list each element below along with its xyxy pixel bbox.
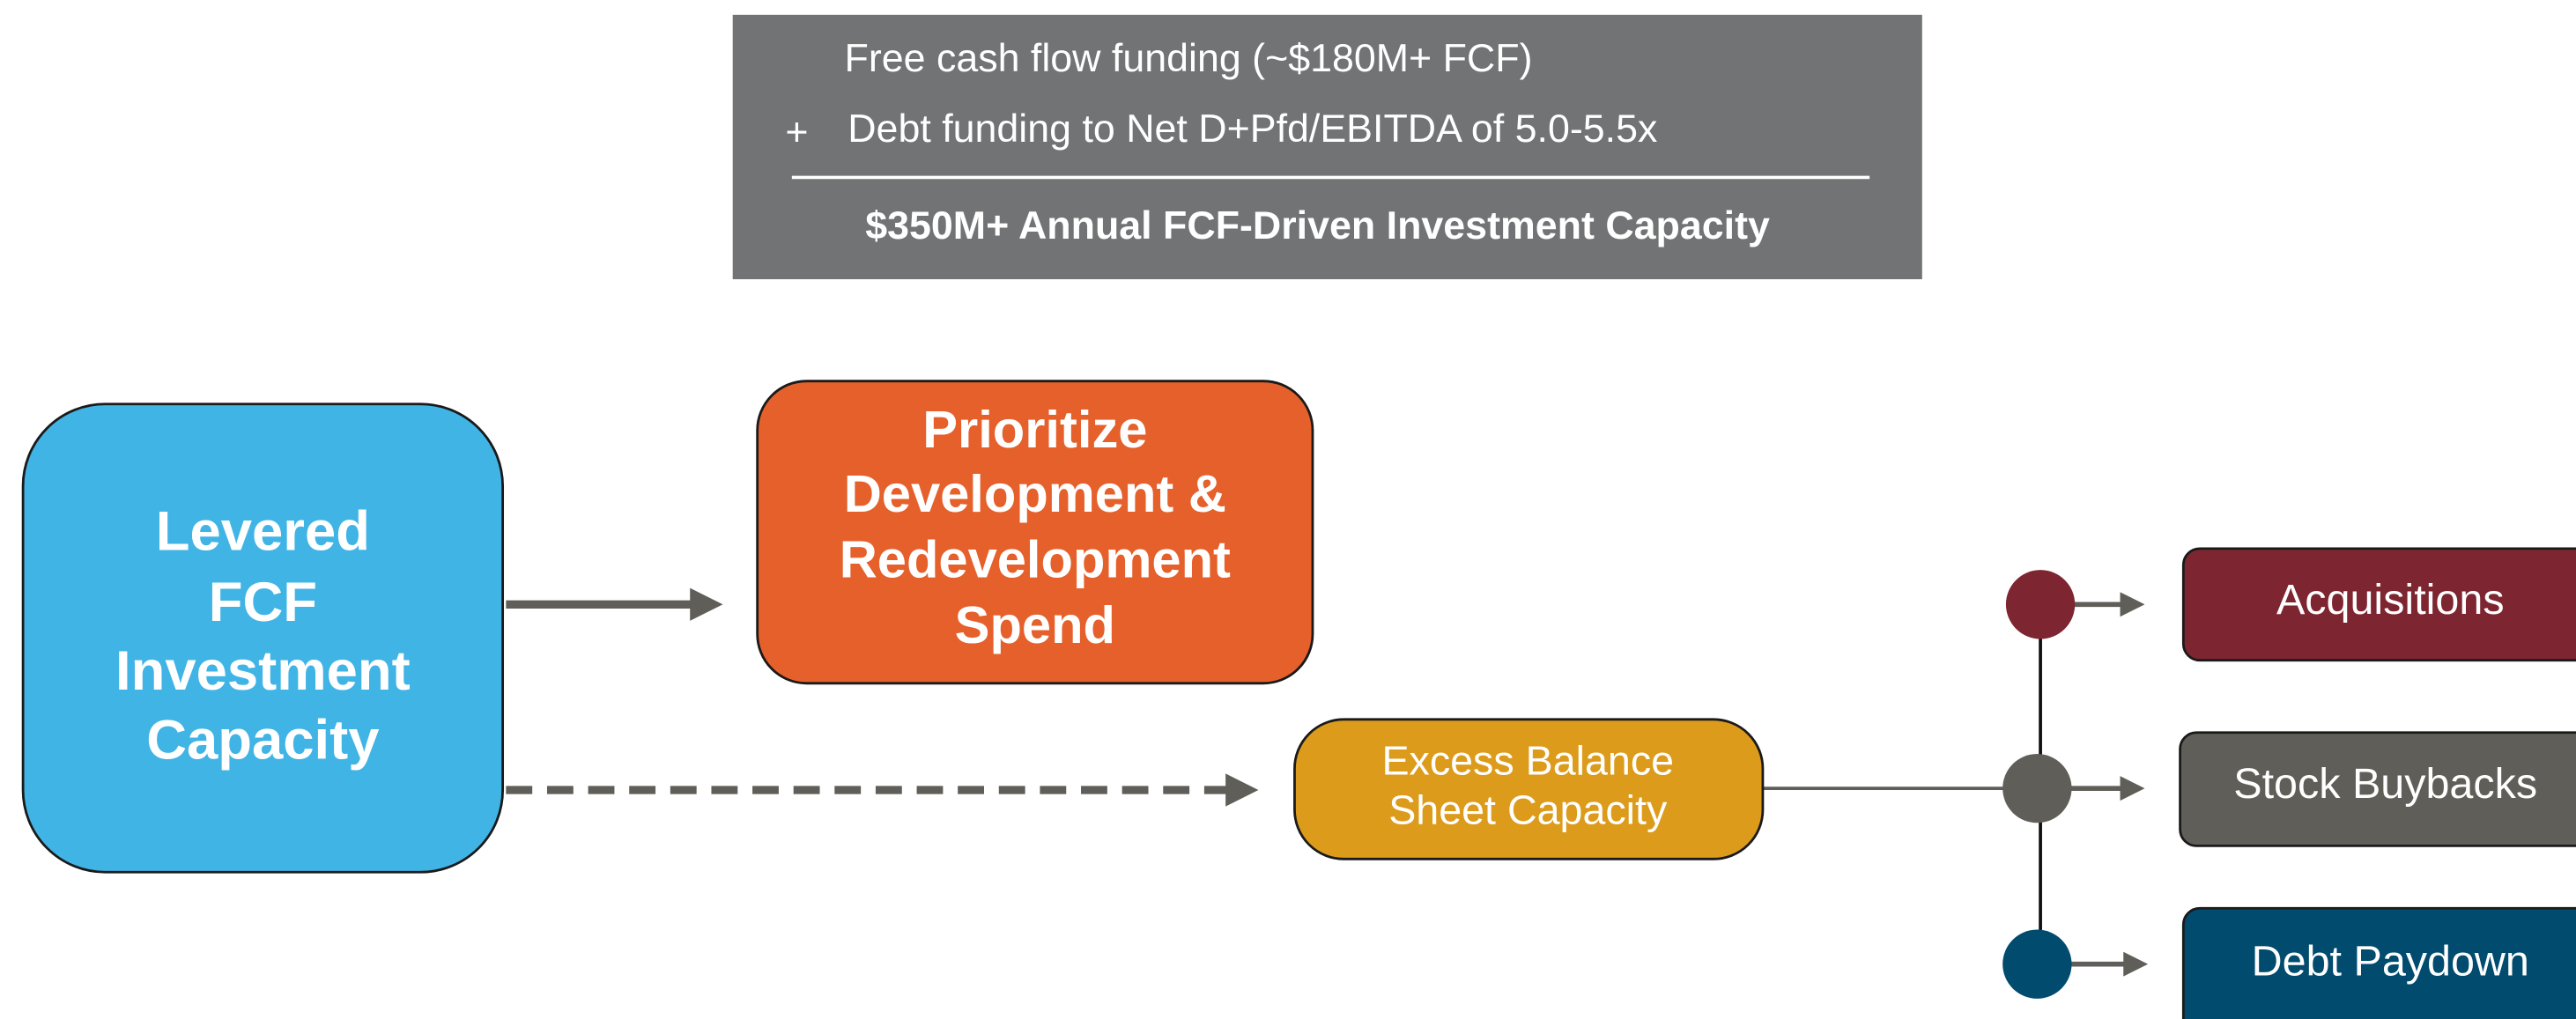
header-operator: + [785, 110, 808, 154]
node-label: Acquisitions [2276, 576, 2505, 624]
node-label: Development & [844, 464, 1226, 523]
node-dot [2002, 929, 2072, 999]
node-dot [2002, 753, 2072, 823]
node-dot [2005, 570, 2076, 639]
node-box [2181, 906, 2576, 1019]
header-line: Free cash flow funding (~$180M+ FCF) [845, 36, 1533, 80]
node-label: Levered [156, 501, 370, 563]
node-box [1293, 718, 1765, 860]
node-label: Investment [115, 640, 411, 702]
header-line: Debt funding to Net D+Pfd/EBITDA of 5.0-… [848, 107, 1657, 151]
node-box [2179, 731, 2576, 847]
node-box [21, 402, 505, 874]
node-box [756, 380, 1314, 685]
header-total: $350M+ Annual FCF-Driven Investment Capa… [865, 203, 1770, 247]
header-box [732, 14, 1922, 280]
node-label: Prioritize [922, 400, 1147, 459]
node-label: Spend [955, 595, 1115, 654]
node-label: Capacity [146, 710, 379, 772]
node-label: Stock Buybacks [2233, 760, 2537, 808]
node-box [2181, 547, 2576, 662]
node-label: FCF [209, 572, 317, 633]
node-label: Excess Balance [1381, 737, 1674, 783]
node-label: Redevelopment [840, 529, 1231, 588]
node-label: Sheet Capacity [1388, 786, 1668, 832]
node-label: Debt Paydown [2252, 937, 2529, 985]
